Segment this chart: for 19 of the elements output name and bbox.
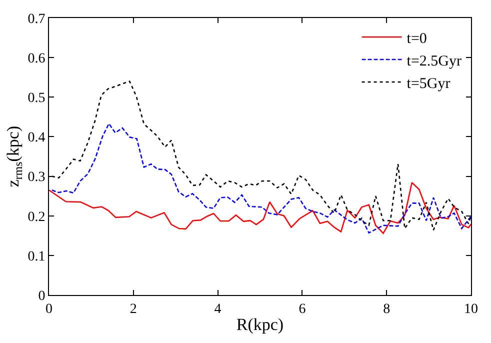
x-tick-label: 4 bbox=[214, 302, 222, 317]
legend-label: t=2.5Gyr bbox=[406, 53, 462, 70]
y-tick-label: 0.3 bbox=[28, 170, 46, 186]
x-axis-title: R(kpc) bbox=[236, 315, 284, 334]
y-tick-label: 0.6 bbox=[28, 51, 46, 66]
y-tick-label: 0.5 bbox=[28, 91, 46, 106]
legend-label: t=0 bbox=[406, 30, 427, 47]
x-tick-label: 6 bbox=[298, 302, 306, 317]
line-series bbox=[49, 182, 471, 234]
y-tick-label: 0.1 bbox=[28, 249, 46, 264]
legend-label: t=5Gyr bbox=[406, 76, 450, 92]
y-tick-label: 0 bbox=[38, 288, 46, 304]
line-series bbox=[51, 123, 471, 234]
x-tick-label: 10 bbox=[464, 302, 478, 317]
y-tick-label: 0.2 bbox=[28, 210, 46, 225]
y-tick-label: 0.7 bbox=[28, 12, 46, 27]
y-tick-label: 0.4 bbox=[28, 130, 46, 146]
x-tick-label: 2 bbox=[130, 302, 137, 317]
x-tick-label: 8 bbox=[383, 302, 390, 317]
